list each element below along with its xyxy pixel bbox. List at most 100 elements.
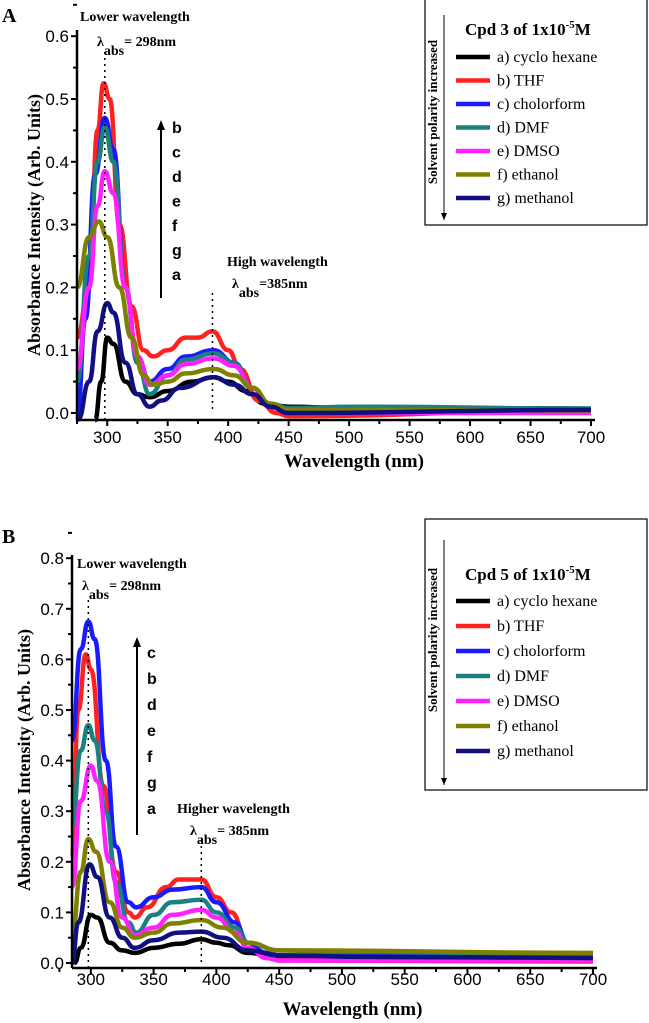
- y-axis-title: Absorbance Intensity (Arb. Units): [24, 94, 45, 356]
- legend: Cpd 3 of 1x10-5M Solvent polarity increas…: [424, 0, 648, 226]
- arrow-up-icon: [133, 637, 141, 647]
- x-tick-label: 450: [274, 428, 302, 447]
- legend-item-d: d) DMF: [497, 668, 549, 685]
- y-tick-label: 0.2: [45, 278, 69, 297]
- title-main: Cpd 5 of 1x10: [465, 565, 566, 584]
- x-tick-label: 600: [453, 970, 481, 989]
- y-tick-label: 0.5: [45, 90, 69, 109]
- legend-item-b: b) THF: [497, 618, 544, 635]
- x-tick-label: 300: [93, 428, 121, 447]
- y-tick-label: 0.6: [45, 27, 69, 46]
- legend: Cpd 5 of 1x10-5M Solvent polarity increas…: [424, 518, 648, 791]
- solvent-polarity-label: Solvent polarity increased: [425, 39, 440, 184]
- x-tick-label: 550: [390, 970, 418, 989]
- y-axis-title: Absorbance Intensity (Arb. Units): [14, 629, 35, 891]
- series-line-b: [74, 81, 592, 419]
- panel-label: A: [2, 5, 17, 27]
- lambda: λ: [97, 35, 104, 50]
- title-end: M: [575, 20, 591, 39]
- x-tick-label: 350: [139, 970, 167, 989]
- order-letter: a: [172, 267, 181, 284]
- order-letter: f: [147, 749, 153, 766]
- series-line-g: [69, 862, 594, 966]
- subscript: abs: [197, 833, 218, 848]
- high-wavelength-value: λabs= 385nm: [190, 824, 269, 848]
- x-tick-label: 400: [214, 428, 242, 447]
- y-tick-label: 0.2: [40, 853, 64, 872]
- legend-item-b: b) THF: [497, 73, 544, 90]
- x-tick-label: 650: [516, 970, 544, 989]
- legend-item-a: a) cyclo hexane: [497, 593, 597, 610]
- value: = 385nm: [217, 824, 269, 839]
- series-line-g: [75, 300, 592, 422]
- y-tick-label: 0.5: [40, 701, 64, 720]
- series-line-f: [69, 836, 594, 956]
- low-wavelength-value: λabs= 298nm: [82, 579, 161, 603]
- value: = 298nm: [124, 35, 176, 50]
- order-letter: g: [147, 775, 157, 792]
- legend-item-a: a) cyclo hexane: [497, 49, 597, 66]
- arrow-down-icon: [441, 213, 447, 220]
- y-tick-label: 0.6: [40, 650, 64, 669]
- legend-item-g: g) methanol: [497, 190, 574, 207]
- value: =385nm: [259, 277, 308, 292]
- subscript: abs: [239, 286, 260, 301]
- order-letter: g: [172, 243, 182, 260]
- legend-box: [424, 0, 648, 226]
- legend-item-c: c) cholorform: [497, 643, 586, 660]
- legend-box: [424, 518, 648, 791]
- x-tick-label: 500: [335, 428, 363, 447]
- y-tick-label: 0.4: [45, 153, 69, 172]
- value: = 298nm: [109, 579, 161, 594]
- low-wavelength-title: Lower wavelength: [80, 10, 190, 25]
- legend-item-f: f) ethanol: [497, 167, 559, 184]
- legend-item-e: e) DMSO: [497, 693, 560, 710]
- arrow-down-icon: [441, 778, 447, 785]
- legend-item-g: g) methanol: [497, 743, 574, 760]
- x-tick-label: 600: [456, 428, 484, 447]
- x-tick-label: 700: [579, 970, 607, 989]
- chart-panel-b: B 0.0 0.1 0.2 0.3 0.4 0.5 0.6 0.7 0.8 300 350 400 450…: [2, 518, 648, 1020]
- y-tick-label: 0.4: [40, 752, 64, 771]
- x-tick-label: 300: [77, 970, 105, 989]
- y-tick-label: 0.3: [45, 216, 69, 235]
- low-wavelength-title: Lower wavelength: [77, 557, 187, 572]
- subscript: abs: [89, 588, 110, 603]
- legend-title: Cpd 5 of 1x10-5M: [465, 564, 591, 584]
- y-tick-label: 0.8: [40, 549, 64, 568]
- legend-item-d: d) DMF: [497, 120, 549, 137]
- order-letter: b: [172, 120, 182, 137]
- x-tick-label: 450: [265, 970, 293, 989]
- order-letter: c: [147, 645, 156, 662]
- chart-panel-a: A 0.0 0.1 0.2 0.3 0.4 0.5 0.6 300 350 400 450 500 550…: [2, 0, 648, 472]
- title-superscript: -5: [566, 19, 576, 31]
- x-tick-label: 350: [154, 428, 182, 447]
- x-tick-label: 500: [328, 970, 356, 989]
- title-superscript: -5: [566, 564, 576, 576]
- x-tick-label: 650: [516, 428, 544, 447]
- subscript: abs: [104, 44, 125, 59]
- legend-title: Cpd 3 of 1x10-5M: [465, 19, 591, 39]
- solvent-polarity-label: Solvent polarity increased: [425, 567, 440, 712]
- order-letter: d: [147, 697, 157, 714]
- y-tick-label: 0.0: [40, 954, 64, 973]
- lambda: λ: [82, 579, 89, 594]
- lambda: λ: [232, 277, 239, 292]
- order-letter: e: [147, 723, 156, 740]
- order-letter: e: [172, 194, 181, 211]
- y-tick-label: 0.3: [40, 802, 64, 821]
- legend-item-c: c) cholorform: [497, 96, 586, 113]
- panel-label: B: [2, 526, 15, 548]
- title-end: M: [575, 565, 591, 584]
- y-tick-label: 0.1: [40, 903, 64, 922]
- arrow-up-icon: [157, 120, 165, 130]
- legend-item-f: f) ethanol: [497, 718, 559, 735]
- x-tick-label: 700: [577, 428, 605, 447]
- order-letter: b: [147, 671, 157, 688]
- lambda: λ: [190, 824, 197, 839]
- y-tick-label: 0.7: [40, 600, 64, 619]
- x-axis-title: Wavelength (nm): [284, 451, 424, 472]
- x-axis-title: Wavelength (nm): [283, 999, 423, 1020]
- high-wavelength-value: λabs=385nm: [232, 277, 308, 301]
